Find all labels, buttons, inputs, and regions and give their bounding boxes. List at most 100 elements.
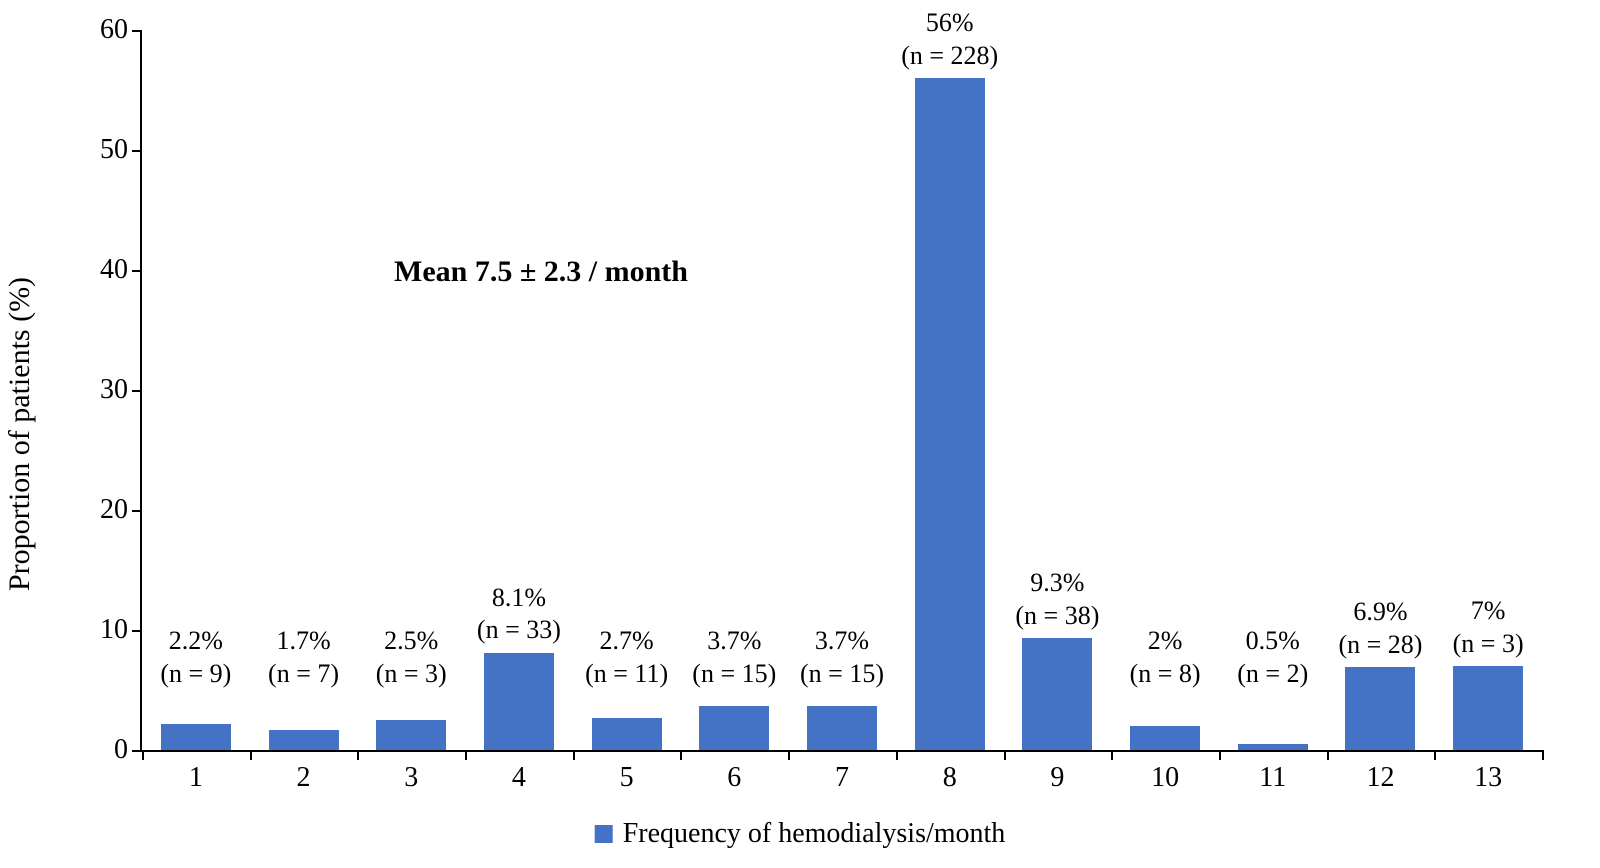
y-tick-label: 20 xyxy=(100,494,128,526)
bar xyxy=(484,653,554,750)
x-tick-label: 13 xyxy=(1474,762,1502,794)
bar-data-label: 2.5%(n = 3) xyxy=(376,625,447,690)
x-tick xyxy=(1434,750,1436,760)
bar-n-label: (n = 15) xyxy=(692,658,776,691)
bar xyxy=(1345,667,1415,750)
legend-swatch xyxy=(595,825,613,843)
bar-pct-label: 6.9% xyxy=(1338,596,1422,629)
y-tick xyxy=(132,150,142,152)
bar xyxy=(699,706,769,750)
bar xyxy=(1130,726,1200,750)
x-tick xyxy=(1542,750,1544,760)
bar-n-label: (n = 3) xyxy=(1453,628,1524,661)
y-axis-label: Proportion of patients (%) xyxy=(3,277,37,591)
x-tick-label: 3 xyxy=(404,762,418,794)
y-tick xyxy=(132,30,142,32)
mean-annotation: Mean 7.5 ± 2.3 / month xyxy=(394,255,688,289)
x-tick xyxy=(142,750,144,760)
x-tick xyxy=(1111,750,1113,760)
x-tick-label: 9 xyxy=(1050,762,1064,794)
x-tick xyxy=(1004,750,1006,760)
bar-data-label: 1.7%(n = 7) xyxy=(268,625,339,690)
bar-data-label: 3.7%(n = 15) xyxy=(692,625,776,690)
bar-n-label: (n = 7) xyxy=(268,658,339,691)
x-tick xyxy=(465,750,467,760)
bar xyxy=(915,78,985,750)
bar-n-label: (n = 3) xyxy=(376,658,447,691)
x-tick-label: 8 xyxy=(943,762,957,794)
x-tick-label: 10 xyxy=(1151,762,1179,794)
bar-n-label: (n = 9) xyxy=(160,658,231,691)
bar xyxy=(1022,638,1092,750)
y-tick xyxy=(132,630,142,632)
x-tick xyxy=(573,750,575,760)
x-tick-label: 5 xyxy=(620,762,634,794)
bar-pct-label: 3.7% xyxy=(800,625,884,658)
bar xyxy=(592,718,662,750)
x-tick-label: 12 xyxy=(1366,762,1394,794)
bar-pct-label: 2.5% xyxy=(376,625,447,658)
y-tick-label: 0 xyxy=(114,734,128,766)
bar-pct-label: 2.2% xyxy=(160,625,231,658)
y-tick-label: 10 xyxy=(100,614,128,646)
y-tick xyxy=(132,750,142,752)
x-tick xyxy=(788,750,790,760)
bar-data-label: 7%(n = 3) xyxy=(1453,595,1524,660)
bar-pct-label: 1.7% xyxy=(268,625,339,658)
bar xyxy=(1453,666,1523,750)
bar-n-label: (n = 8) xyxy=(1130,658,1201,691)
bar-n-label: (n = 11) xyxy=(585,658,668,691)
y-tick xyxy=(132,270,142,272)
x-tick xyxy=(1219,750,1221,760)
bar xyxy=(807,706,877,750)
x-tick-label: 11 xyxy=(1259,762,1286,794)
legend-label: Frequency of hemodialysis/month xyxy=(623,818,1006,850)
x-tick xyxy=(896,750,898,760)
bar-pct-label: 0.5% xyxy=(1237,625,1308,658)
bar-n-label: (n = 228) xyxy=(901,40,998,73)
bar-data-label: 2.2%(n = 9) xyxy=(160,625,231,690)
legend: Frequency of hemodialysis/month xyxy=(595,818,1006,850)
bar xyxy=(269,730,339,750)
bar-pct-label: 3.7% xyxy=(692,625,776,658)
y-tick xyxy=(132,510,142,512)
bar-n-label: (n = 38) xyxy=(1015,600,1099,633)
bar-data-label: 9.3%(n = 38) xyxy=(1015,567,1099,632)
bar-pct-label: 8.1% xyxy=(477,582,561,615)
x-tick-label: 6 xyxy=(727,762,741,794)
x-tick xyxy=(680,750,682,760)
bar-data-label: 2.7%(n = 11) xyxy=(585,625,668,690)
y-tick-label: 60 xyxy=(100,14,128,46)
bar-n-label: (n = 15) xyxy=(800,658,884,691)
x-tick-label: 1 xyxy=(189,762,203,794)
x-tick xyxy=(1327,750,1329,760)
x-tick xyxy=(250,750,252,760)
bar xyxy=(161,724,231,750)
bar xyxy=(376,720,446,750)
bar-data-label: 2%(n = 8) xyxy=(1130,625,1201,690)
chart-container: Proportion of patients (%) Mean 7.5 ± 2.… xyxy=(0,0,1600,868)
bar-n-label: (n = 28) xyxy=(1338,629,1422,662)
y-tick-label: 30 xyxy=(100,374,128,406)
bar-data-label: 56%(n = 228) xyxy=(901,7,998,72)
bar-pct-label: 9.3% xyxy=(1015,567,1099,600)
y-tick-label: 40 xyxy=(100,254,128,286)
bar-data-label: 6.9%(n = 28) xyxy=(1338,596,1422,661)
bar-pct-label: 2.7% xyxy=(585,625,668,658)
x-tick-label: 2 xyxy=(297,762,311,794)
bar-n-label: (n = 33) xyxy=(477,614,561,647)
bar-pct-label: 2% xyxy=(1130,625,1201,658)
y-tick xyxy=(132,390,142,392)
bar xyxy=(1238,744,1308,750)
bar-n-label: (n = 2) xyxy=(1237,658,1308,691)
y-tick-label: 50 xyxy=(100,134,128,166)
bar-data-label: 3.7%(n = 15) xyxy=(800,625,884,690)
plot-area: Mean 7.5 ± 2.3 / month 010203040506012.2… xyxy=(140,30,1542,752)
bar-pct-label: 7% xyxy=(1453,595,1524,628)
x-tick-label: 7 xyxy=(835,762,849,794)
bar-data-label: 0.5%(n = 2) xyxy=(1237,625,1308,690)
x-tick-label: 4 xyxy=(512,762,526,794)
x-tick xyxy=(357,750,359,760)
bar-pct-label: 56% xyxy=(901,7,998,40)
bar-data-label: 8.1%(n = 33) xyxy=(477,582,561,647)
